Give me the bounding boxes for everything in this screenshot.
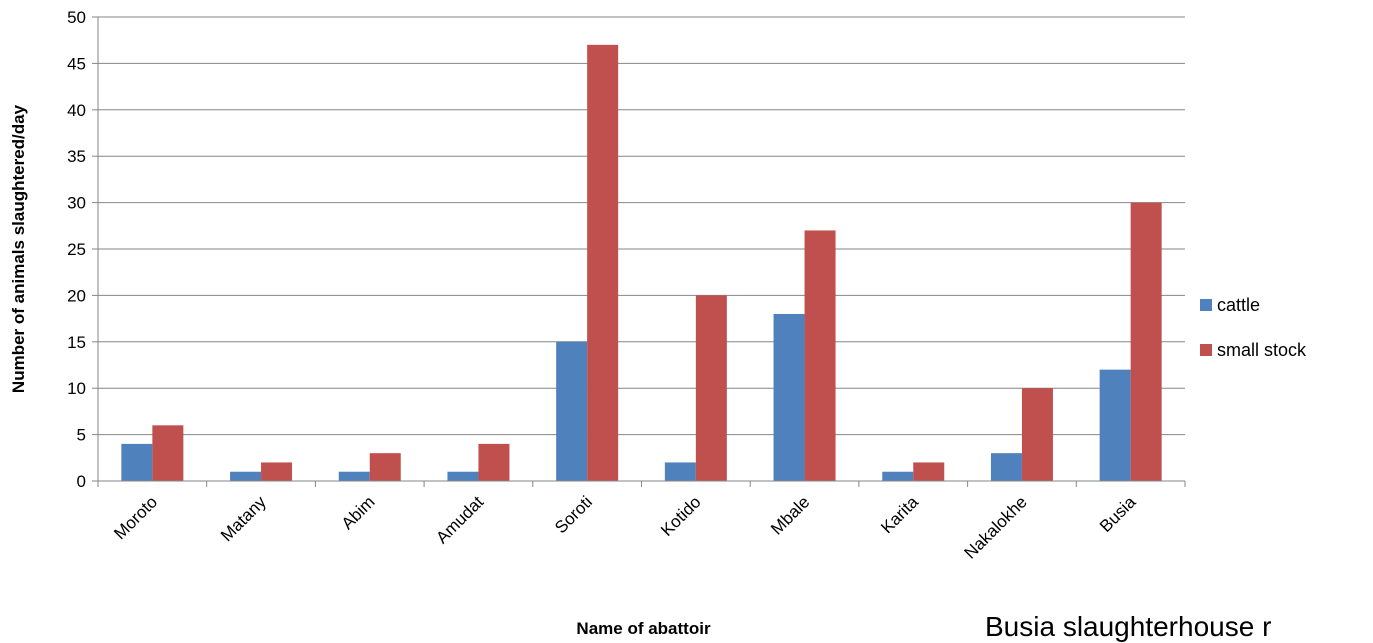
y-tick-label: 45 [67, 54, 86, 73]
y-tick-label: 50 [67, 8, 86, 27]
bar-cattle-matany [230, 471, 262, 481]
y-tick-label: 35 [67, 147, 86, 166]
x-tick-label: Matany [217, 492, 270, 545]
x-tick-label: Kotido [657, 492, 705, 540]
bar-cattle-moroto [121, 443, 153, 481]
x-axis-title: Name of abattoir [576, 619, 711, 638]
bar-small-stock-matany [261, 462, 293, 481]
legend: cattle small stock [1200, 295, 1307, 360]
bar-cattle-amudat [447, 471, 479, 481]
y-tick-label: 0 [77, 472, 86, 491]
x-tick-label: Mbale [767, 492, 813, 538]
y-axis-title: Number of animals slaughtered/day [9, 104, 28, 393]
bar-cattle-kotido [664, 462, 696, 481]
bar-small-stock-busia [1130, 202, 1162, 481]
y-tick-label: 15 [67, 333, 86, 352]
bar-small-stock-karita [913, 462, 945, 481]
x-tick-label: Amudat [432, 492, 487, 547]
x-tick-label: Nakalokhe [961, 492, 1031, 562]
bar-small-stock-abim [369, 453, 401, 481]
bar-small-stock-moroto [152, 425, 184, 481]
bar-cattle-karita [882, 471, 914, 481]
axes [92, 16, 1186, 487]
x-tick-label: Abim [338, 492, 379, 533]
bar-small-stock-amudat [478, 443, 510, 481]
legend-label-small-stock: small stock [1217, 340, 1307, 360]
annotation-text: Busia slaughterhouse r [985, 611, 1272, 642]
legend-swatch-small-stock [1200, 344, 1212, 356]
x-tick-label: Busia [1096, 492, 1140, 536]
x-tick-label: Moroto [110, 492, 161, 543]
bar-cattle-mbale [773, 313, 805, 481]
bar-small-stock-nakalokhe [1021, 388, 1053, 481]
y-tick-label: 25 [67, 240, 86, 259]
bar-small-stock-mbale [804, 230, 836, 481]
x-tick-labels: Moroto Matany Abim Amudat Soroti Kotido Mbale K… [110, 492, 1140, 563]
y-tick-label: 5 [77, 426, 86, 445]
bar-cattle-soroti [556, 341, 588, 481]
y-tick-label: 40 [67, 101, 86, 120]
y-tick-labels: 0 5 10 15 20 25 30 35 40 45 50 [67, 8, 86, 491]
x-tick-label: Soroti [551, 492, 596, 537]
y-tick-label: 30 [67, 194, 86, 213]
bar-cattle-abim [338, 471, 370, 481]
y-tick-label: 10 [67, 379, 86, 398]
bars [121, 44, 1162, 482]
bar-cattle-nakalokhe [990, 453, 1022, 481]
y-tick-label: 20 [67, 286, 86, 305]
bar-small-stock-soroti [587, 44, 619, 482]
legend-swatch-cattle [1200, 299, 1212, 311]
gridlines [98, 16, 1185, 436]
bar-cattle-busia [1099, 369, 1131, 481]
legend-label-cattle: cattle [1217, 295, 1260, 315]
x-tick-label: Karita [877, 492, 922, 537]
bar-small-stock-kotido [695, 295, 727, 481]
